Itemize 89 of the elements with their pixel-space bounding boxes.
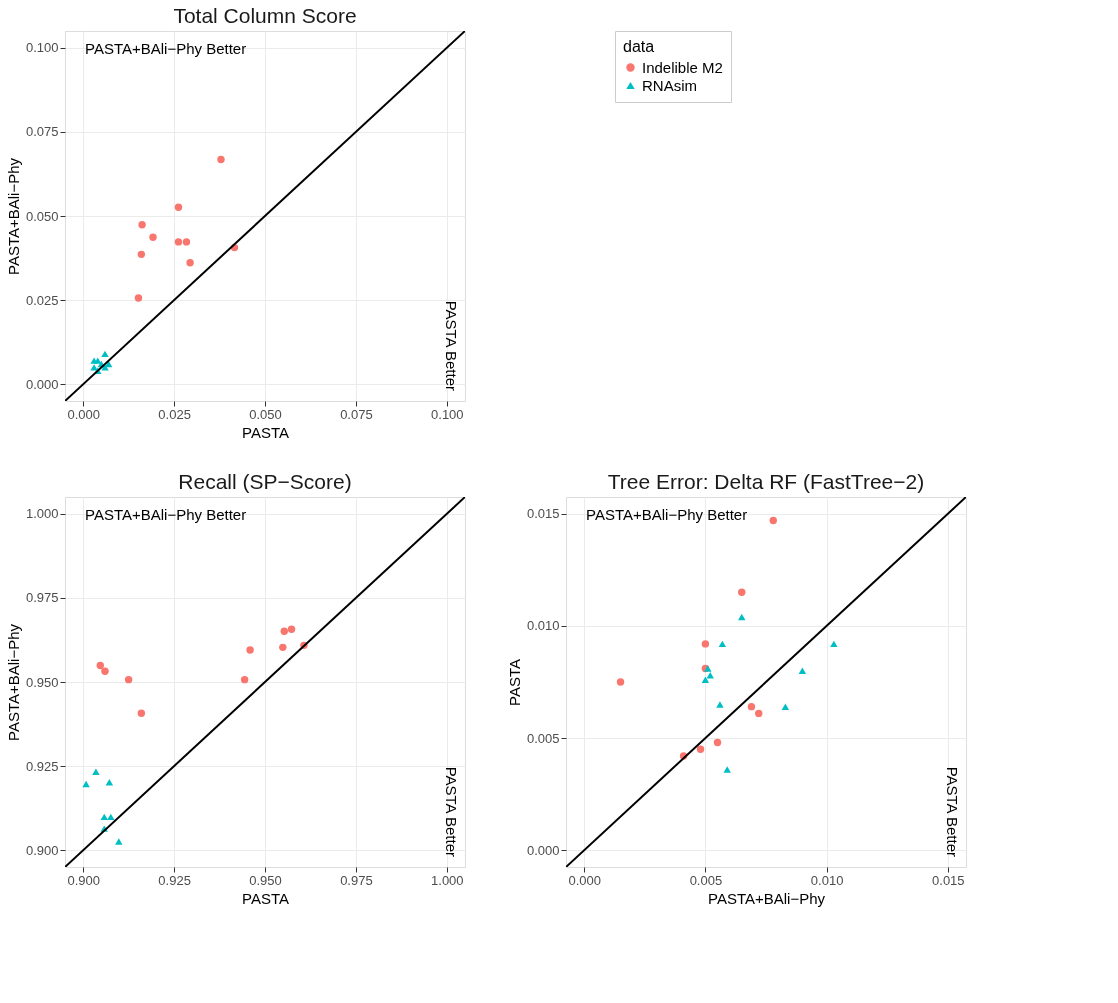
legend-label: RNAsim	[642, 76, 697, 94]
y-tick-label: 0.950	[25, 674, 59, 690]
point	[287, 625, 296, 633]
point	[107, 813, 115, 821]
y-tick-label: 0.925	[25, 758, 59, 774]
point	[105, 779, 114, 786]
point	[723, 766, 731, 773]
point	[716, 701, 724, 708]
point	[115, 838, 123, 845]
point	[738, 613, 746, 621]
y-tick-label: 0.025	[25, 292, 59, 308]
x-tick-label: 0.010	[810, 872, 844, 888]
x-tick-label: 0.100	[431, 406, 464, 422]
point	[279, 643, 287, 652]
x-tick-label: 0.000	[568, 872, 601, 888]
chart-title: Total Column Score	[173, 3, 357, 27]
chart-title: Tree Error: Delta RF (FastTree−2)	[607, 470, 925, 493]
y-axis-title: PASTA	[505, 659, 523, 706]
x-tick-label: 0.900	[67, 872, 100, 888]
legend-title: data	[623, 38, 655, 55]
point	[769, 516, 777, 525]
y-tick-label: 0.005	[526, 730, 560, 746]
y-tick-label: 0.015	[526, 506, 560, 522]
chart-title: Recall (SP−Score)	[178, 470, 352, 493]
point	[138, 221, 146, 229]
point	[718, 640, 727, 648]
annotation: PASTA+BAli−Phy Better	[85, 506, 247, 523]
x-tick-label: 0.015	[932, 872, 965, 888]
point	[96, 661, 104, 670]
point	[738, 588, 746, 596]
x-axis-title: PASTA	[242, 423, 289, 441]
x-tick-label: 0.050	[249, 406, 282, 422]
x-axis-title: PASTA	[242, 889, 289, 907]
point	[137, 250, 146, 259]
point	[747, 702, 756, 711]
point	[186, 259, 194, 267]
point	[781, 703, 790, 710]
point	[174, 203, 183, 211]
y-tick-label: 0.900	[25, 842, 59, 858]
annotation: PASTA+BAli−Phy Better	[586, 506, 748, 523]
point	[798, 667, 807, 674]
point	[137, 709, 146, 717]
point	[100, 813, 108, 821]
y-axis-title: PASTA+BAli−Phy	[4, 623, 22, 741]
y-tick-label: 0.000	[526, 842, 560, 858]
point	[713, 738, 722, 747]
annotation: PASTA+BAli−Phy Better	[85, 40, 247, 57]
x-tick-label: 1.000	[431, 872, 464, 888]
point	[240, 675, 249, 684]
x-tick-label: 0.000	[67, 406, 100, 422]
point	[246, 646, 254, 654]
point	[182, 238, 191, 246]
legend-label: Indelible M2	[642, 58, 723, 76]
x-tick-label: 0.005	[689, 872, 723, 888]
point	[217, 155, 225, 164]
y-tick-label: 0.050	[25, 208, 59, 224]
point	[755, 709, 763, 718]
y-tick-label: 0.975	[25, 590, 59, 606]
x-axis-title: PASTA+BAli−Phy	[708, 889, 826, 907]
annotation: PASTA Better	[443, 766, 460, 857]
x-tick-label: 0.950	[249, 872, 282, 888]
point	[92, 768, 100, 776]
point	[90, 364, 98, 371]
point	[701, 640, 710, 648]
annotation: PASTA Better	[944, 766, 961, 857]
point	[174, 238, 183, 246]
point	[830, 640, 838, 648]
point	[280, 627, 288, 635]
point	[101, 364, 109, 371]
point	[101, 350, 109, 358]
x-tick-label: 0.925	[158, 872, 191, 888]
y-tick-label: 0.010	[526, 618, 560, 634]
point	[149, 233, 157, 241]
point	[82, 780, 90, 788]
point	[101, 667, 109, 675]
point	[701, 676, 710, 683]
point	[696, 745, 705, 753]
annotation: PASTA Better	[443, 300, 460, 391]
y-tick-label: 0.075	[25, 124, 59, 140]
x-tick-label: 0.025	[158, 406, 191, 422]
x-tick-label: 0.975	[340, 872, 373, 888]
y-tick-label: 0.000	[25, 376, 59, 392]
point	[134, 294, 143, 302]
point	[124, 675, 133, 684]
y-axis-title: PASTA+BAli−Phy	[4, 157, 22, 275]
point	[616, 678, 625, 686]
y-tick-label: 1.000	[25, 506, 59, 522]
x-tick-label: 0.075	[340, 406, 373, 422]
y-tick-label: 0.100	[25, 40, 59, 56]
